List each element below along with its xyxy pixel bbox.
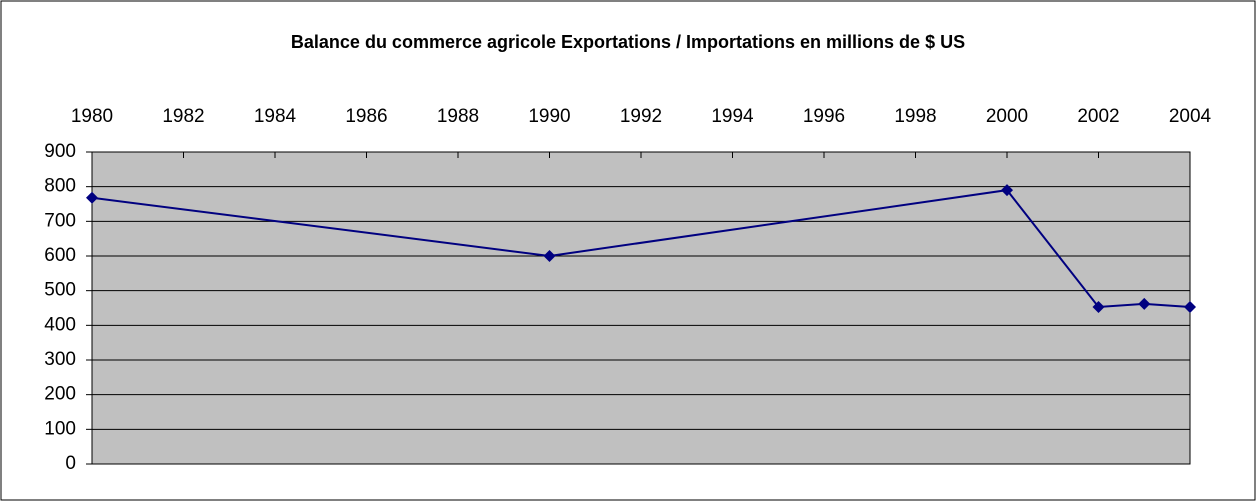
x-tick-label: 2002 xyxy=(1077,106,1119,127)
data-point xyxy=(1092,300,1105,313)
y-tick-label: 700 xyxy=(44,210,76,231)
x-tick-label: 2000 xyxy=(986,106,1028,127)
x-tick-label: 1980 xyxy=(71,106,113,127)
x-tick-label: 1982 xyxy=(162,106,204,127)
x-tick-label: 1992 xyxy=(620,106,662,127)
y-tick-label: 100 xyxy=(44,418,76,439)
plot-area xyxy=(91,151,1191,465)
x-tick-label: 1988 xyxy=(437,106,479,127)
x-tick-label: 2004 xyxy=(1169,106,1212,127)
y-tick-label: 900 xyxy=(44,141,76,162)
data-point xyxy=(1184,300,1196,313)
y-tick-label: 800 xyxy=(44,176,76,197)
x-tick-label: 1998 xyxy=(894,106,936,127)
x-tick-label: 1986 xyxy=(345,106,387,127)
x-tick-label: 1994 xyxy=(711,106,754,127)
x-tick-label: 1984 xyxy=(254,106,297,127)
data-point xyxy=(86,191,98,204)
y-tick-label: 0 xyxy=(65,453,76,474)
chart-title: Balance du commerce agricole Exportation… xyxy=(291,32,965,52)
series-line xyxy=(91,189,1191,308)
data-point xyxy=(1001,184,1013,197)
x-tick-label: 1996 xyxy=(803,106,845,127)
data-point xyxy=(543,250,556,262)
y-tick-label: 400 xyxy=(44,314,76,335)
y-tick-label: 600 xyxy=(44,245,76,266)
y-tick-label: 300 xyxy=(44,349,76,370)
x-tick-label: 1990 xyxy=(528,106,570,127)
y-tick-label: 200 xyxy=(44,384,76,405)
data-point xyxy=(1138,297,1151,310)
y-tick-label: 500 xyxy=(44,280,76,301)
